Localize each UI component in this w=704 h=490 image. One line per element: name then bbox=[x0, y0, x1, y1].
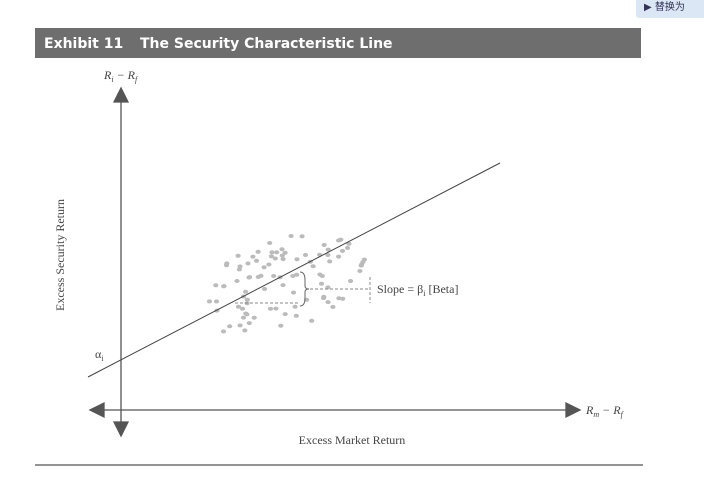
header-bar bbox=[35, 28, 641, 58]
scatter-dot bbox=[310, 264, 316, 269]
scatter-dot bbox=[294, 272, 300, 277]
scatter-dot bbox=[220, 329, 227, 334]
scatter-dot bbox=[339, 248, 346, 253]
scatter-dot bbox=[245, 261, 251, 266]
scatter-dot bbox=[267, 306, 274, 311]
exhibit-number: Exhibit 11 bbox=[44, 36, 123, 52]
bracket bbox=[299, 271, 310, 307]
replace-button[interactable]: ▶ 替换为 bbox=[636, 0, 704, 18]
arrow bbox=[88, 401, 105, 419]
scatter-dot bbox=[227, 324, 233, 329]
scatter-dot bbox=[206, 299, 213, 304]
scatter-dot bbox=[258, 273, 264, 278]
scatter-dot bbox=[282, 312, 288, 317]
scatter-dot bbox=[266, 262, 272, 267]
scatter-dot bbox=[344, 245, 351, 250]
scatter bbox=[206, 234, 367, 334]
scatter-dot bbox=[235, 253, 241, 258]
scatter-dot bbox=[336, 254, 342, 259]
scatter-dot bbox=[272, 256, 278, 261]
y-axis-label: Excess Security Return bbox=[53, 199, 67, 311]
scatter-dot bbox=[268, 254, 274, 259]
scatter-dot bbox=[246, 321, 252, 326]
scatter-dot bbox=[299, 234, 305, 239]
scatter-dot bbox=[327, 259, 333, 264]
scatter-dot bbox=[336, 238, 342, 243]
scatter-dot bbox=[273, 306, 279, 311]
scatter-dot bbox=[348, 279, 354, 283]
scatter-dot bbox=[213, 299, 220, 304]
scatter-dot bbox=[255, 249, 261, 254]
scatter-dot bbox=[269, 250, 275, 255]
scatter-dot bbox=[293, 313, 299, 318]
scatter-dot bbox=[279, 247, 285, 252]
scatter-dot bbox=[318, 281, 325, 286]
arrow bbox=[112, 86, 130, 103]
scatter-dot bbox=[271, 274, 277, 278]
scatter-dot bbox=[237, 323, 243, 328]
scatter-dot bbox=[251, 315, 257, 320]
scatter-dot bbox=[325, 285, 331, 290]
scatter-dot bbox=[250, 254, 256, 259]
scatter-dot bbox=[302, 253, 309, 257]
arrow bbox=[565, 401, 582, 419]
header-title: The Security Characteristic Line bbox=[140, 36, 393, 52]
scatter-dot bbox=[288, 234, 294, 238]
scatter-dot bbox=[242, 328, 248, 333]
x-axis-symbol: Rm − Rf bbox=[585, 403, 625, 419]
slope-guides bbox=[235, 277, 371, 304]
arrow bbox=[112, 421, 130, 438]
scatter-dot bbox=[292, 304, 298, 309]
x-axis-label: Excess Market Return bbox=[299, 433, 406, 447]
scatter-dot bbox=[358, 263, 364, 268]
scatter-dot bbox=[236, 267, 242, 272]
slope-label: Slope = βi [Beta] bbox=[377, 282, 458, 298]
scatter-dot bbox=[237, 264, 243, 269]
scatter-dot bbox=[243, 289, 249, 294]
scatter-dot bbox=[290, 274, 296, 278]
scatter-dot bbox=[325, 253, 331, 257]
scatter-dot bbox=[280, 283, 286, 288]
scatter-dot bbox=[253, 258, 260, 263]
scatter-dot bbox=[325, 300, 331, 305]
scatter-dot bbox=[361, 257, 367, 262]
intercept-label: αi bbox=[95, 347, 104, 363]
scatter-dot bbox=[279, 253, 285, 258]
scatter-dot bbox=[221, 284, 227, 289]
scatter-dot bbox=[267, 241, 273, 245]
scatter-dot bbox=[357, 269, 363, 273]
scatter-dot bbox=[321, 243, 327, 247]
y-axis-symbol: Ri − Rf bbox=[103, 68, 139, 84]
scatter-dot bbox=[239, 306, 246, 311]
scatter-dot bbox=[280, 257, 286, 262]
scatter-dot bbox=[278, 323, 284, 328]
scatter-dot bbox=[294, 257, 300, 262]
axes bbox=[88, 86, 582, 438]
scatter-dot bbox=[213, 283, 219, 288]
scatter-dot bbox=[261, 265, 267, 270]
scatter-dot bbox=[330, 304, 336, 309]
scatter-dot bbox=[234, 279, 240, 283]
scatter-dot bbox=[282, 250, 288, 255]
scatter-dot bbox=[290, 290, 297, 295]
scatter-dot bbox=[262, 286, 268, 291]
scatter-dot bbox=[247, 275, 253, 280]
scatter-dot bbox=[340, 296, 346, 301]
scatter-dot bbox=[223, 263, 230, 268]
scatter-dot bbox=[321, 294, 327, 299]
scatter-dot bbox=[274, 250, 280, 255]
scatter-dot bbox=[244, 297, 250, 302]
scatter-dot bbox=[319, 274, 325, 278]
scatter-dot bbox=[325, 247, 331, 252]
characteristic-line bbox=[87, 162, 501, 378]
scatter-dot bbox=[309, 318, 315, 323]
scatter-dot bbox=[240, 315, 247, 320]
scatter-dot bbox=[235, 304, 241, 309]
scatter-dot bbox=[244, 312, 250, 317]
